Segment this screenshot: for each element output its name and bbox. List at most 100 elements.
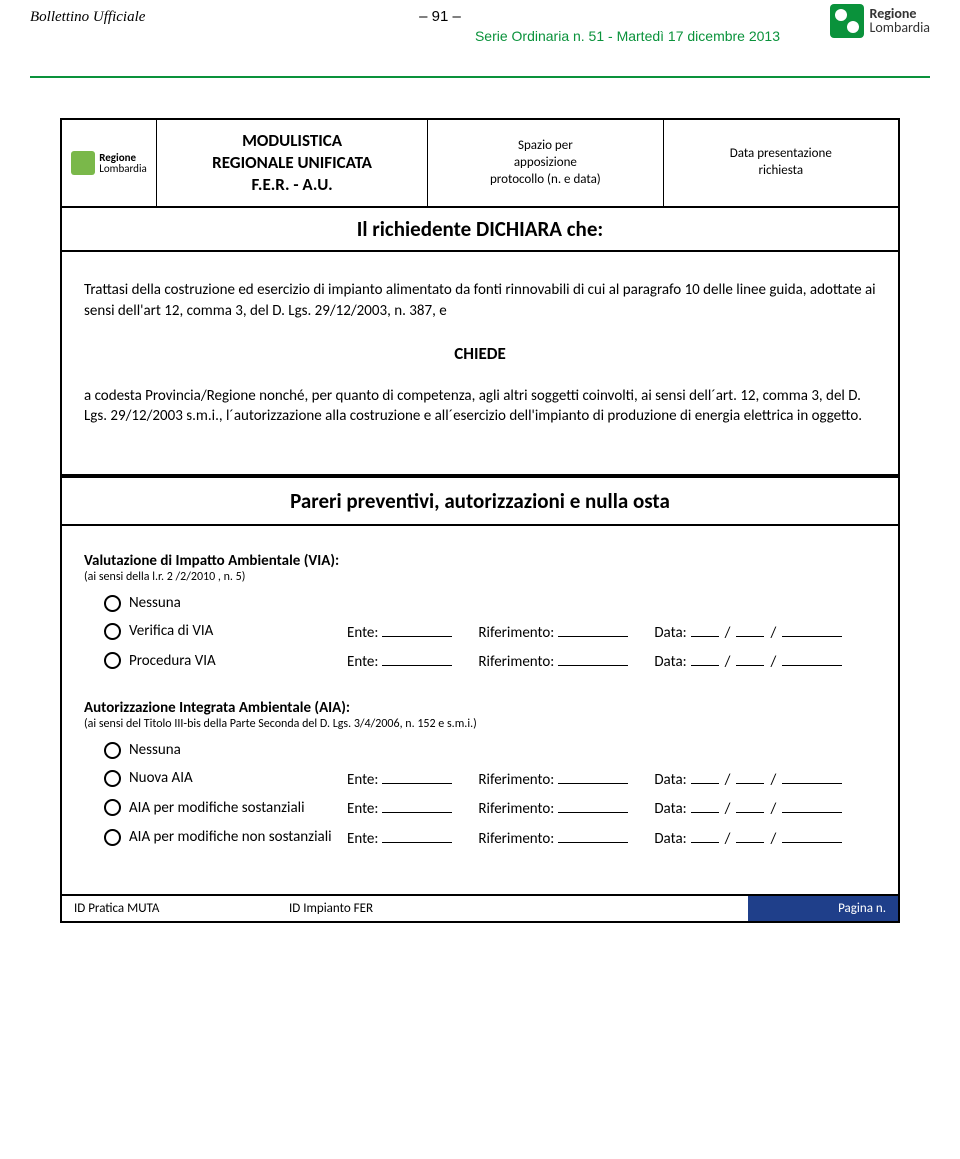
form-footer: ID Pratica MUTA ID Impianto FER Pagina n… <box>62 894 898 921</box>
via-option-verifica[interactable]: Verifica di VIA Ente: Riferimento: Data:… <box>104 620 876 642</box>
region-logo-icon <box>830 4 864 38</box>
footer-id-pratica: ID Pratica MUTA <box>62 896 277 921</box>
riferimento-field: Riferimento: <box>478 620 628 642</box>
aia-title: Autorizzazione Integrata Ambientale (AIA… <box>84 699 876 717</box>
riferimento-field: Riferimento: <box>478 767 628 789</box>
page-marker: – 91 – <box>419 8 461 25</box>
ente-field: Ente: <box>347 650 452 672</box>
trattasi-text: Trattasi della costruzione ed esercizio … <box>84 280 876 321</box>
series-line: Serie Ordinaria n. 51 - Martedì 17 dicem… <box>30 28 780 44</box>
ente-input[interactable] <box>382 767 452 784</box>
via-option-procedura[interactable]: Procedura VIA Ente: Riferimento: Data:// <box>104 650 876 672</box>
aia-option-nuova[interactable]: Nuova AIA Ente: Riferimento: Data:// <box>104 767 876 789</box>
data-field: Data:// <box>654 620 842 642</box>
riferimento-input[interactable] <box>558 826 628 843</box>
data-y-input[interactable] <box>782 797 842 814</box>
data-d-input[interactable] <box>691 650 719 667</box>
data-m-input[interactable] <box>736 767 764 784</box>
mini-logo-text: Regione Lombardia <box>99 152 147 174</box>
bulletin-title: Bollettino Ufficiale <box>30 9 145 25</box>
region-logo: Regione Lombardia <box>830 4 930 38</box>
ente-input[interactable] <box>382 650 452 667</box>
form-title-line1: MODULISTICA <box>242 130 342 152</box>
riferimento-field: Riferimento: <box>478 797 628 819</box>
radio-icon <box>104 595 121 612</box>
form-spazio-cell: Spazio per apposizione protocollo (n. e … <box>428 120 663 206</box>
data-y-input[interactable] <box>782 767 842 784</box>
data-y-input[interactable] <box>782 620 842 637</box>
data-m-input[interactable] <box>736 620 764 637</box>
radio-icon <box>104 742 121 759</box>
ente-field: Ente: <box>347 797 452 819</box>
riferimento-input[interactable] <box>558 767 628 784</box>
aia-option-mod-non-sost[interactable]: AIA per modifiche non sostanziali Ente: … <box>104 826 876 848</box>
via-option-nessuna[interactable]: Nessuna <box>104 594 876 612</box>
aia-mod-sost-label: AIA per modifiche sostanziali <box>129 799 339 817</box>
form-container: Regione Lombardia MODULISTICA REGIONALE … <box>60 118 900 923</box>
ente-field: Ente: <box>347 826 452 848</box>
riferimento-input[interactable] <box>558 620 628 637</box>
ente-field: Ente: <box>347 767 452 789</box>
radio-icon <box>104 652 121 669</box>
mini-logo-icon <box>71 151 95 175</box>
bulletin-line: Bollettino Ufficiale – 91 – <box>30 8 930 26</box>
data-field: Data:// <box>654 650 842 672</box>
data-d-input[interactable] <box>691 767 719 784</box>
via-procedura-label: Procedura VIA <box>129 652 339 670</box>
pareri-bar: Pareri preventivi, autorizzazioni e null… <box>62 476 898 526</box>
radio-icon <box>104 799 121 816</box>
spazio-line3: protocollo (n. e data) <box>490 172 601 189</box>
data-m-input[interactable] <box>736 797 764 814</box>
ente-input[interactable] <box>382 826 452 843</box>
data-line1: Data presentazione <box>730 146 832 163</box>
ente-field: Ente: <box>347 620 452 642</box>
data-field: Data:// <box>654 826 842 848</box>
via-verifica-label: Verifica di VIA <box>129 622 339 640</box>
data-d-input[interactable] <box>691 620 719 637</box>
trattasi-block: Trattasi della costruzione ed esercizio … <box>62 252 898 476</box>
region-logo-text: Regione Lombardia <box>870 7 930 35</box>
riferimento-field: Riferimento: <box>478 826 628 848</box>
footer-id-impianto: ID Impianto FER <box>277 896 748 921</box>
ente-input[interactable] <box>382 620 452 637</box>
aia-option-nessuna[interactable]: Nessuna <box>104 741 876 759</box>
via-title: Valutazione di Impatto Ambientale (VIA): <box>84 552 876 570</box>
data-m-input[interactable] <box>736 650 764 667</box>
aia-nuova-label: Nuova AIA <box>129 769 339 787</box>
aia-mod-non-sost-label: AIA per modifiche non sostanziali <box>129 828 339 846</box>
footer-pagina: Pagina n. <box>748 896 898 921</box>
radio-icon <box>104 770 121 787</box>
riferimento-field: Riferimento: <box>478 650 628 672</box>
data-y-input[interactable] <box>782 826 842 843</box>
pareri-body: Valutazione di Impatto Ambientale (VIA):… <box>62 526 898 894</box>
region-logo-line2: Lombardia <box>870 21 930 35</box>
data-d-input[interactable] <box>691 826 719 843</box>
form-title-line2: REGIONALE UNIFICATA <box>212 152 372 174</box>
data-line2: richiesta <box>758 163 803 180</box>
aia-sub: (ai sensi del Titolo III-bis della Parte… <box>84 717 876 731</box>
spazio-line1: Spazio per <box>518 138 573 155</box>
header-rule <box>30 76 930 78</box>
data-field: Data:// <box>654 797 842 819</box>
riferimento-input[interactable] <box>558 797 628 814</box>
ente-input[interactable] <box>382 797 452 814</box>
dichiara-bar: Il richiedente DICHIARA che: <box>62 208 898 252</box>
aia-option-mod-sost[interactable]: AIA per modifiche sostanziali Ente: Rife… <box>104 797 876 819</box>
data-d-input[interactable] <box>691 797 719 814</box>
form-title-cell: MODULISTICA REGIONALE UNIFICATA F.E.R. -… <box>157 120 428 206</box>
riferimento-input[interactable] <box>558 650 628 667</box>
radio-icon <box>104 829 121 846</box>
data-m-input[interactable] <box>736 826 764 843</box>
form-logo-cell: Regione Lombardia <box>62 120 157 206</box>
page-header: Bollettino Ufficiale – 91 – Serie Ordina… <box>0 0 960 70</box>
chiede-heading: CHIEDE <box>84 343 876 364</box>
mini-logo: Regione Lombardia <box>71 151 147 175</box>
chiede-text: a codesta Provincia/Regione nonché, per … <box>84 386 876 427</box>
via-nessuna-label: Nessuna <box>129 594 339 612</box>
mini-logo-line2: Lombardia <box>99 163 147 174</box>
data-field: Data:// <box>654 767 842 789</box>
form-header-row: Regione Lombardia MODULISTICA REGIONALE … <box>62 120 898 208</box>
data-y-input[interactable] <box>782 650 842 667</box>
form-data-cell: Data presentazione richiesta <box>664 120 898 206</box>
form-title-line3: F.E.R. - A.U. <box>251 174 332 196</box>
